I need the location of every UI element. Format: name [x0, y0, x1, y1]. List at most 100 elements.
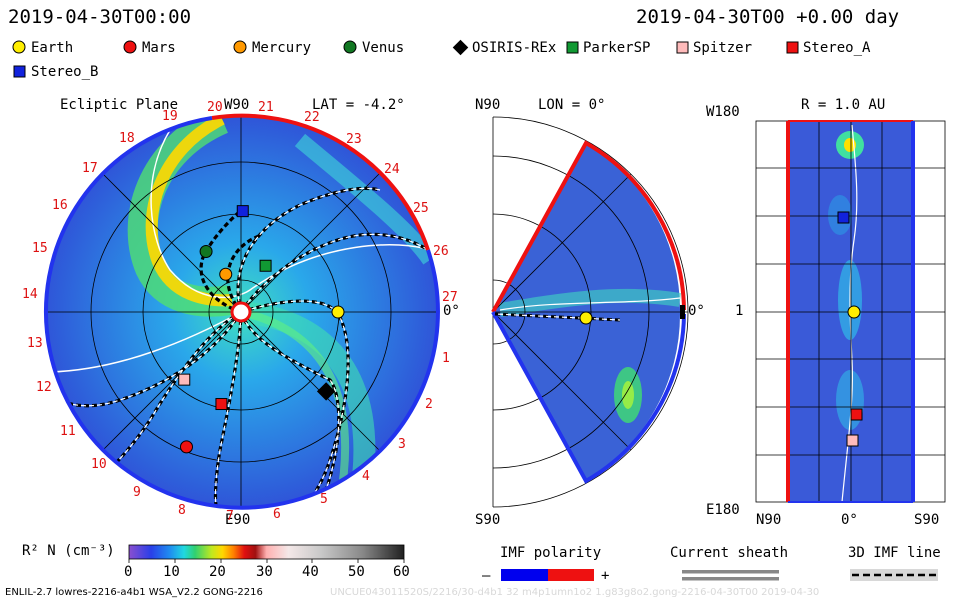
ecliptic-zero-label: 0° — [443, 303, 460, 319]
sector-24: 24 — [384, 162, 400, 177]
sector-18: 18 — [119, 131, 135, 146]
sector-26: 26 — [433, 244, 449, 259]
ecliptic-venus-marker — [199, 245, 213, 259]
colorbar-tick-60: 60 — [393, 564, 410, 580]
legend-mercury: Mercury — [252, 40, 312, 56]
colorbar-tick-50: 50 — [348, 564, 365, 580]
ecliptic-panel: 1 2 3 4 5 6 7 8 9 10 11 12 13 14 15 16 1… — [22, 100, 458, 524]
ecliptic-stereo-b-marker — [236, 205, 249, 218]
sphere-w180-label: W180 — [706, 104, 740, 120]
sector-14: 14 — [22, 287, 38, 302]
legend-spitzer: Spitzer — [693, 40, 753, 56]
right-timestamp: 2019-04-30T00 +0.00 day — [636, 6, 900, 28]
legend-stereo-a: Stereo_A — [803, 40, 871, 56]
legend-earth: Earth — [31, 40, 74, 56]
sphere-stereo-a-marker — [850, 408, 863, 421]
sector-8: 8 — [178, 503, 186, 518]
footer-model-info: ENLIL-2.7 lowres-2216-a4b1 WSA_V2.2 GONG… — [5, 587, 263, 598]
legend-mercury-marker — [233, 40, 247, 54]
legend-spitzer-marker — [676, 41, 689, 54]
ecliptic-lat-label: LAT = -4.2° — [312, 97, 405, 113]
imf-polarity-title: IMF polarity — [500, 545, 602, 561]
legend-osiris-marker — [452, 39, 469, 56]
ecliptic-mars-marker — [179, 440, 193, 454]
sector-3: 3 — [398, 437, 406, 452]
sector-5: 5 — [320, 492, 328, 507]
ecliptic-bodies — [178, 205, 345, 454]
sector-13: 13 — [27, 336, 43, 351]
sector-1: 1 — [442, 351, 450, 366]
current-sheath-title: Current sheath — [670, 545, 789, 561]
meridional-panel — [491, 116, 689, 508]
colorbar-tick-20: 20 — [209, 564, 226, 580]
meridional-s90-label: S90 — [475, 512, 501, 528]
legend-stereo-b: Stereo_B — [31, 64, 99, 80]
sector-11: 11 — [60, 424, 76, 439]
legend-mars-marker — [123, 40, 137, 54]
sector-19: 19 — [162, 109, 178, 124]
sphere-zero-label: 0° — [841, 512, 858, 528]
legend-venus-marker — [343, 40, 357, 54]
sector-7: 7 — [226, 509, 234, 524]
sector-21: 21 — [258, 100, 274, 115]
legend-stereo-a-marker — [786, 41, 799, 54]
colorbar-tick-10: 10 — [163, 564, 180, 580]
imf-3d-swatch-bg — [850, 569, 938, 581]
legend-mars: Mars — [142, 40, 176, 56]
sector-27: 27 — [442, 290, 458, 305]
sphere-s90-label: S90 — [914, 512, 940, 528]
ecliptic-spitzer-marker — [178, 373, 191, 386]
ecliptic-earth-marker — [331, 305, 345, 319]
sector-16: 16 — [52, 198, 68, 213]
sector-22: 22 — [304, 110, 320, 125]
legend-venus: Venus — [362, 40, 405, 56]
legend-markers — [12, 39, 799, 78]
sector-2: 2 — [425, 397, 433, 412]
imf-plus-label: + — [601, 568, 610, 584]
sphere-spitzer-marker — [846, 434, 859, 447]
sphere-e180-label: E180 — [706, 502, 740, 518]
meridional-lon-label: LON = 0° — [538, 97, 606, 113]
ecliptic-mercury-marker — [219, 267, 233, 281]
sphere-one-label: 1 — [735, 303, 744, 319]
sector-25: 25 — [413, 201, 429, 216]
legend-earth-marker — [12, 40, 26, 54]
sector-10: 10 — [91, 457, 107, 472]
imf-negative-swatch — [501, 569, 548, 581]
sector-17: 17 — [82, 161, 98, 176]
sphere-r-label: R = 1.0 AU — [801, 97, 886, 113]
colorbar-label: R² N (cm⁻³) — [22, 543, 115, 559]
meridional-earth-marker — [579, 311, 593, 325]
sector-6: 6 — [273, 507, 281, 522]
ecliptic-e90-label: E90 — [225, 512, 251, 528]
legend-parkersp: ParkerSP — [583, 40, 651, 56]
colorbar-tick-0: 0 — [124, 564, 133, 580]
meridional-n90-label: N90 — [475, 97, 501, 113]
sphere-earth-marker — [847, 305, 861, 319]
meridional-zero-label: 0° — [688, 303, 705, 319]
sphere-n90-label: N90 — [756, 512, 782, 528]
ecliptic-title: Ecliptic Plane — [60, 97, 179, 113]
imf-positive-swatch — [548, 569, 594, 581]
imf-3d-title: 3D IMF line — [848, 545, 941, 561]
sphere-stereo-b-marker — [837, 211, 850, 224]
sector-15: 15 — [32, 241, 48, 256]
colorbar-ticks — [128, 559, 405, 563]
sector-23: 23 — [346, 132, 362, 147]
colorbar-tick-30: 30 — [256, 564, 273, 580]
carrington-sector-labels: 1 2 3 4 5 6 7 8 9 10 11 12 13 14 15 16 1… — [22, 100, 458, 524]
ecliptic-w90-label: W90 — [224, 97, 250, 113]
current-sheath-swatch-top — [682, 570, 779, 574]
sector-20: 20 — [207, 100, 223, 115]
left-timestamp: 2019-04-30T00:00 — [8, 6, 192, 28]
imf-minus-label: – — [482, 568, 491, 584]
ecliptic-parkersp-marker — [259, 259, 272, 272]
colorbar-tick-40: 40 — [302, 564, 319, 580]
ecliptic-osiris-rex-marker — [316, 382, 336, 401]
current-sheath-swatch-bottom — [682, 577, 779, 581]
footer-run-info: UNCUE043011520S/2216/30-d4b1 32 m4p1umn1… — [330, 587, 820, 598]
density-colorbar — [128, 544, 405, 560]
sector-12: 12 — [36, 380, 52, 395]
ecliptic-stereo-a-marker — [215, 398, 228, 411]
